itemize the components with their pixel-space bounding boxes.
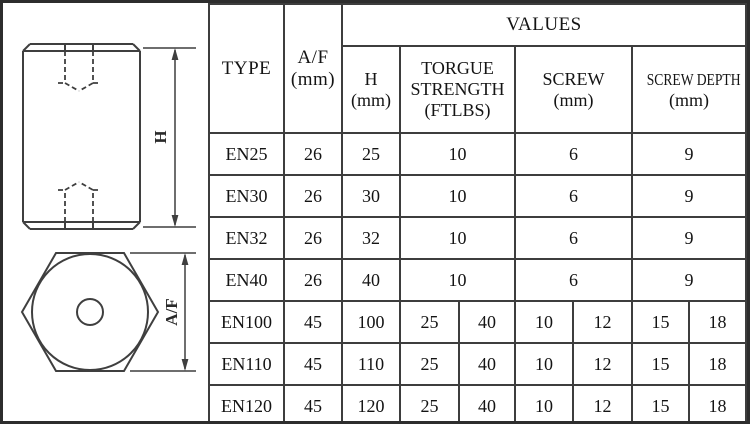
table-row: EN110 45 110 25 40 10 12 15 18 bbox=[208, 342, 747, 386]
cell-torque: 10 bbox=[399, 132, 516, 176]
cell-h: 110 bbox=[341, 342, 401, 386]
col-header-screw: SCREW (mm) bbox=[514, 45, 633, 134]
cell-type: EN32 bbox=[208, 216, 285, 260]
cell-h: 25 bbox=[341, 132, 401, 176]
cell-h: 120 bbox=[341, 384, 401, 421]
height-extension-lines bbox=[143, 47, 196, 228]
standoff-technical-drawing: H A/F bbox=[20, 43, 196, 372]
cell-torque: 10 bbox=[399, 216, 516, 260]
col-header-torque: TORGUE STRENGTH (FTLBS) bbox=[399, 45, 516, 134]
cell-screw-depth: 9 bbox=[630, 132, 747, 176]
cell-torque: 10 bbox=[399, 174, 516, 218]
cell-screw: 6 bbox=[514, 132, 633, 176]
cell-torque-b: 40 bbox=[458, 300, 516, 344]
cell-torque-a: 25 bbox=[399, 300, 460, 344]
cell-type: EN110 bbox=[208, 342, 285, 386]
torque-header-label: TORGUE STRENGTH bbox=[410, 58, 505, 100]
af-header-label: A/F bbox=[297, 46, 329, 68]
table-row: EN100 45 100 25 40 10 12 15 18 bbox=[208, 300, 747, 344]
cell-screw-depth: 9 bbox=[630, 258, 747, 302]
cell-af: 45 bbox=[283, 384, 343, 421]
cell-screw-a: 10 bbox=[514, 384, 574, 421]
col-header-af: A/F (mm) bbox=[283, 3, 343, 134]
cell-torque: 10 bbox=[399, 258, 516, 302]
cell-screw-b: 12 bbox=[572, 342, 633, 386]
torque-header-unit: (FTLBS) bbox=[424, 99, 491, 120]
table-row: EN40 26 40 10 6 9 bbox=[208, 258, 747, 302]
cell-screw-b: 12 bbox=[572, 300, 633, 344]
cell-af: 26 bbox=[283, 132, 343, 176]
cell-screw-depth-b: 18 bbox=[687, 342, 747, 386]
across-flats-dimension-label: A/F bbox=[162, 298, 181, 325]
cell-screw: 6 bbox=[514, 258, 633, 302]
screw-depth-header-label: SCREW DEPTH bbox=[646, 69, 741, 89]
screw-depth-header-unit: (mm) bbox=[669, 89, 709, 110]
spec-table: TYPE A/F (mm) VALUES H (mm) TORGUE STREN… bbox=[208, 3, 747, 421]
across-flats-dimension bbox=[130, 252, 196, 372]
cell-torque-a: 25 bbox=[399, 384, 460, 421]
cell-screw-depth-b: 18 bbox=[687, 384, 747, 421]
table-row: EN120 45 120 25 40 10 12 15 18 bbox=[208, 384, 747, 421]
center-hole bbox=[76, 298, 104, 326]
side-view-drawing bbox=[22, 43, 141, 230]
cell-type: EN25 bbox=[208, 132, 285, 176]
arrow-down-icon bbox=[181, 359, 189, 371]
inscribed-circle bbox=[31, 253, 149, 371]
cell-h: 100 bbox=[341, 300, 401, 344]
standoff-body-outline bbox=[22, 43, 141, 230]
col-header-screw-depth: SCREW DEPTH (mm) bbox=[630, 45, 747, 134]
height-dimension bbox=[143, 47, 196, 228]
col-header-type: TYPE bbox=[208, 3, 285, 134]
cell-type: EN100 bbox=[208, 300, 285, 344]
cell-screw-depth: 9 bbox=[630, 174, 747, 218]
col-header-values: VALUES bbox=[340, 3, 747, 47]
table-row: EN32 26 32 10 6 9 bbox=[208, 216, 747, 260]
header-row-subheads: H (mm) TORGUE STRENGTH (FTLBS) SCREW (mm… bbox=[209, 45, 747, 134]
arrow-up-icon bbox=[171, 48, 179, 60]
cell-h: 40 bbox=[341, 258, 401, 302]
table-row: EN25 26 25 10 6 9 bbox=[208, 132, 747, 176]
screw-header-label: SCREW bbox=[542, 68, 605, 89]
cell-screw: 6 bbox=[514, 174, 633, 218]
threaded-hole-hidden-lines bbox=[58, 51, 100, 222]
cell-screw-depth-a: 15 bbox=[631, 342, 690, 386]
hex-top-view-drawing bbox=[20, 252, 160, 372]
cell-screw-depth-a: 15 bbox=[631, 384, 690, 421]
hole-edge-ticks bbox=[64, 44, 94, 229]
cell-torque-b: 40 bbox=[458, 384, 516, 421]
h-header-label: H bbox=[364, 68, 378, 89]
cell-screw-a: 10 bbox=[514, 342, 574, 386]
cell-h: 30 bbox=[341, 174, 401, 218]
cell-screw-depth-a: 15 bbox=[631, 300, 690, 344]
screw-header-unit: (mm) bbox=[553, 89, 594, 110]
cell-torque-a: 25 bbox=[399, 342, 460, 386]
cell-screw-b: 12 bbox=[572, 384, 633, 421]
h-header-unit: (mm) bbox=[351, 89, 391, 110]
cell-af: 26 bbox=[283, 216, 343, 260]
cell-screw-depth: 9 bbox=[630, 216, 747, 260]
table-row: EN30 26 30 10 6 9 bbox=[208, 174, 747, 218]
cell-type: EN30 bbox=[208, 174, 285, 218]
arrow-up-icon bbox=[181, 253, 189, 265]
cell-type: EN40 bbox=[208, 258, 285, 302]
arrow-down-icon bbox=[171, 215, 179, 227]
cell-af: 45 bbox=[283, 342, 343, 386]
cell-type: EN120 bbox=[208, 384, 285, 421]
height-dimension-label: H bbox=[151, 130, 170, 143]
cell-af: 45 bbox=[283, 300, 343, 344]
hex-outline bbox=[20, 252, 160, 372]
cell-screw-depth-b: 18 bbox=[687, 300, 747, 344]
cell-af: 26 bbox=[283, 174, 343, 218]
cell-af: 26 bbox=[283, 258, 343, 302]
cell-screw: 6 bbox=[514, 216, 633, 260]
cell-torque-b: 40 bbox=[458, 342, 516, 386]
af-header-unit: (mm) bbox=[290, 68, 336, 90]
cell-h: 32 bbox=[341, 216, 401, 260]
header-row-values: TYPE A/F (mm) VALUES bbox=[208, 3, 747, 134]
cell-screw-a: 10 bbox=[514, 300, 574, 344]
col-header-h: H (mm) bbox=[341, 45, 401, 134]
